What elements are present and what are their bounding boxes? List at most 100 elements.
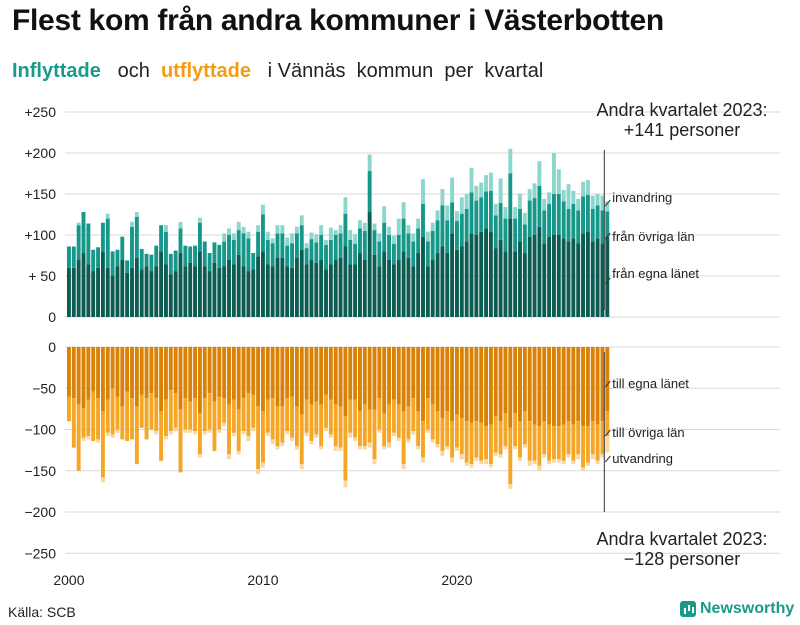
bar-out-utvandring [503, 446, 508, 450]
bar-in-egna [479, 231, 484, 317]
bar-in-egna [391, 264, 396, 317]
bar-out-ovriga [261, 411, 265, 463]
bar-in-egna [105, 267, 110, 317]
bar-out-utvandring [236, 450, 241, 455]
bar-out-ovriga [134, 406, 139, 465]
bar-in-ovriga [96, 247, 100, 268]
bar-in-invandring [445, 205, 450, 221]
bar-out-utvandring [227, 454, 231, 460]
brand-name: Newsworthy [700, 600, 795, 617]
bar-in-egna [139, 269, 144, 317]
bar-in-egna [149, 271, 154, 317]
bar-in-egna [527, 236, 532, 317]
bar-out-utvandring [372, 459, 377, 465]
bar-out-utvandring [532, 460, 537, 465]
bar-out-egna [367, 347, 372, 410]
bar-out-egna [430, 347, 435, 405]
bar-out-egna [333, 347, 338, 405]
bar-out-utvandring [100, 477, 105, 483]
bar-in-egna [425, 266, 430, 317]
bar-out-egna [552, 347, 556, 427]
bar-out-egna [265, 347, 270, 400]
bar-out-egna [290, 347, 294, 397]
bar-out-ovriga [309, 404, 314, 442]
bar-out-ovriga [556, 426, 561, 460]
bar-out-ovriga [275, 406, 280, 446]
bar-in-invandring [265, 231, 270, 240]
bar-out-ovriga [222, 398, 227, 423]
bar-out-egna [280, 347, 285, 407]
bar-out-egna [164, 347, 168, 400]
bar-in-ovriga [382, 222, 387, 252]
bar-in-ovriga [425, 241, 430, 267]
bar-in-invandring [406, 225, 411, 234]
bar-out-egna [406, 347, 411, 407]
bar-in-ovriga [406, 233, 411, 258]
bar-out-utvandring [556, 459, 561, 463]
bar-out-utvandring [261, 462, 265, 468]
bar-out-egna [498, 347, 503, 422]
bar-in-ovriga [595, 205, 600, 239]
bar-in-egna [231, 264, 236, 317]
bar-out-egna [71, 347, 76, 399]
bar-in-invandring [605, 201, 610, 212]
subtitle-och: och [117, 60, 150, 82]
bar-out-ovriga [372, 409, 377, 460]
bar-in-egna [455, 249, 459, 317]
bar-in-ovriga [455, 221, 459, 250]
bar-in-invandring [348, 230, 353, 240]
bar-out-ovriga [86, 399, 91, 437]
subtitle-rest: i Vännäs kommun per kvartal [267, 60, 544, 82]
bar-in-egna [96, 267, 100, 317]
bar-out-ovriga [387, 404, 391, 443]
bar-out-ovriga [474, 421, 479, 458]
bar-out-egna [387, 347, 391, 405]
bar-out-utvandring [387, 442, 391, 448]
bar-out-egna [581, 347, 585, 427]
bar-out-utvandring [513, 446, 518, 450]
bar-out-ovriga [270, 398, 275, 440]
bar-out-ovriga [503, 413, 508, 446]
bar-in-egna [522, 253, 527, 317]
bar-out-utvandring [96, 439, 100, 443]
bar-out-egna [110, 347, 115, 389]
bar-out-utvandring [333, 446, 338, 451]
bar-out-egna [377, 347, 382, 399]
bar-in-ovriga [168, 253, 173, 275]
bar-out-egna [362, 347, 367, 405]
bar-in-invandring [469, 167, 474, 193]
bar-in-egna [159, 251, 164, 317]
bar-in-ovriga [571, 203, 576, 239]
bar-out-ovriga [576, 421, 581, 455]
bar-out-egna [411, 347, 416, 399]
bar-in-egna [183, 266, 188, 317]
bar-out-utvandring [464, 462, 469, 466]
bar-in-invandring [455, 211, 459, 222]
bar-out-utvandring [309, 441, 314, 445]
bar-in-egna [571, 238, 576, 317]
bar-in-invandring [479, 182, 484, 198]
bar-out-egna [304, 347, 309, 400]
bar-out-utvandring [115, 429, 120, 433]
bar-out-ovriga [304, 399, 309, 433]
bar-in-egna [513, 251, 518, 317]
bar-in-invandring [314, 234, 319, 243]
bar-in-invandring [197, 217, 202, 223]
bar-out-ovriga [406, 406, 411, 440]
bar-out-egna [299, 347, 304, 415]
bar-in-invandring [421, 179, 425, 204]
bar-in-ovriga [396, 235, 401, 260]
bar-out-egna [358, 347, 362, 412]
bar-in-invandring [280, 225, 285, 234]
bar-out-egna [518, 347, 522, 422]
bar-in-egna [508, 218, 513, 317]
bar-in-ovriga [202, 241, 207, 267]
bar-out-egna [469, 347, 474, 423]
bar-out-egna [183, 347, 188, 399]
bar-in-invandring [134, 212, 139, 217]
bar-out-egna [241, 347, 246, 399]
bar-in-invandring [246, 231, 251, 239]
bar-in-invandring [285, 237, 290, 246]
bar-in-egna [299, 249, 304, 317]
bar-out-ovriga [411, 398, 416, 432]
